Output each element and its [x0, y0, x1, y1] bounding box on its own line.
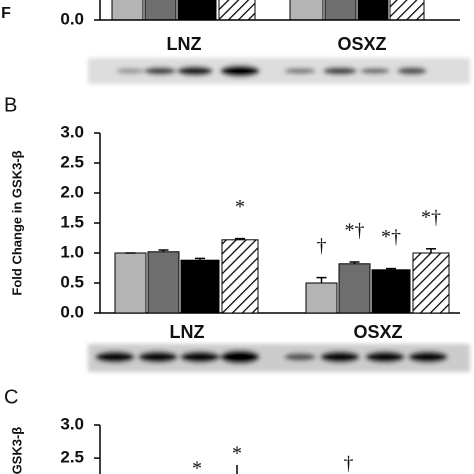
- y-tick-label: 1.5: [60, 212, 84, 231]
- annotation: *: [192, 458, 202, 474]
- bar: [305, 282, 338, 314]
- y-tick-label: 0.0: [60, 302, 84, 321]
- y-tick-label: 0.5: [60, 272, 84, 291]
- bar: [114, 252, 147, 314]
- bar: [147, 251, 180, 314]
- y-axis-label: F: [1, 5, 11, 22]
- annotation: †: [344, 453, 354, 474]
- y-axis-label: Fold Change in GSK3-β: [9, 150, 24, 295]
- x-category-label: LNZ: [170, 322, 205, 342]
- annotation: *†: [381, 226, 401, 248]
- y-tick-label: 3.0: [60, 414, 84, 433]
- y-tick-label: 2.5: [60, 448, 84, 467]
- x-category-label: LNZ: [167, 34, 202, 54]
- y-tick-label: 1.0: [60, 242, 84, 261]
- annotation: *†: [345, 220, 365, 242]
- y-tick-label: 3.0: [60, 122, 84, 141]
- panel-a-bars: [111, 0, 425, 21]
- y-tick-label: 2.0: [60, 182, 84, 201]
- bar: [221, 239, 259, 314]
- y-tick-label: 2.5: [60, 152, 84, 171]
- y-axis-label: tal GSK3-β: [9, 427, 24, 474]
- annotation: *: [235, 196, 245, 218]
- annotation: †: [317, 235, 327, 257]
- blot-a: [88, 58, 470, 84]
- x-category-label: OSXZ: [353, 322, 402, 342]
- bar: [371, 269, 411, 314]
- x-category-label: OSXZ: [337, 34, 386, 54]
- annotation: *: [232, 443, 242, 465]
- bar: [338, 263, 371, 314]
- bar: [412, 252, 450, 314]
- blot-b: [88, 344, 470, 372]
- panel-label: C: [4, 386, 18, 408]
- panel-label: B: [4, 94, 17, 116]
- annotation: *†: [421, 206, 441, 228]
- bar: [180, 259, 220, 314]
- y-tick-label: 0.0: [60, 9, 84, 28]
